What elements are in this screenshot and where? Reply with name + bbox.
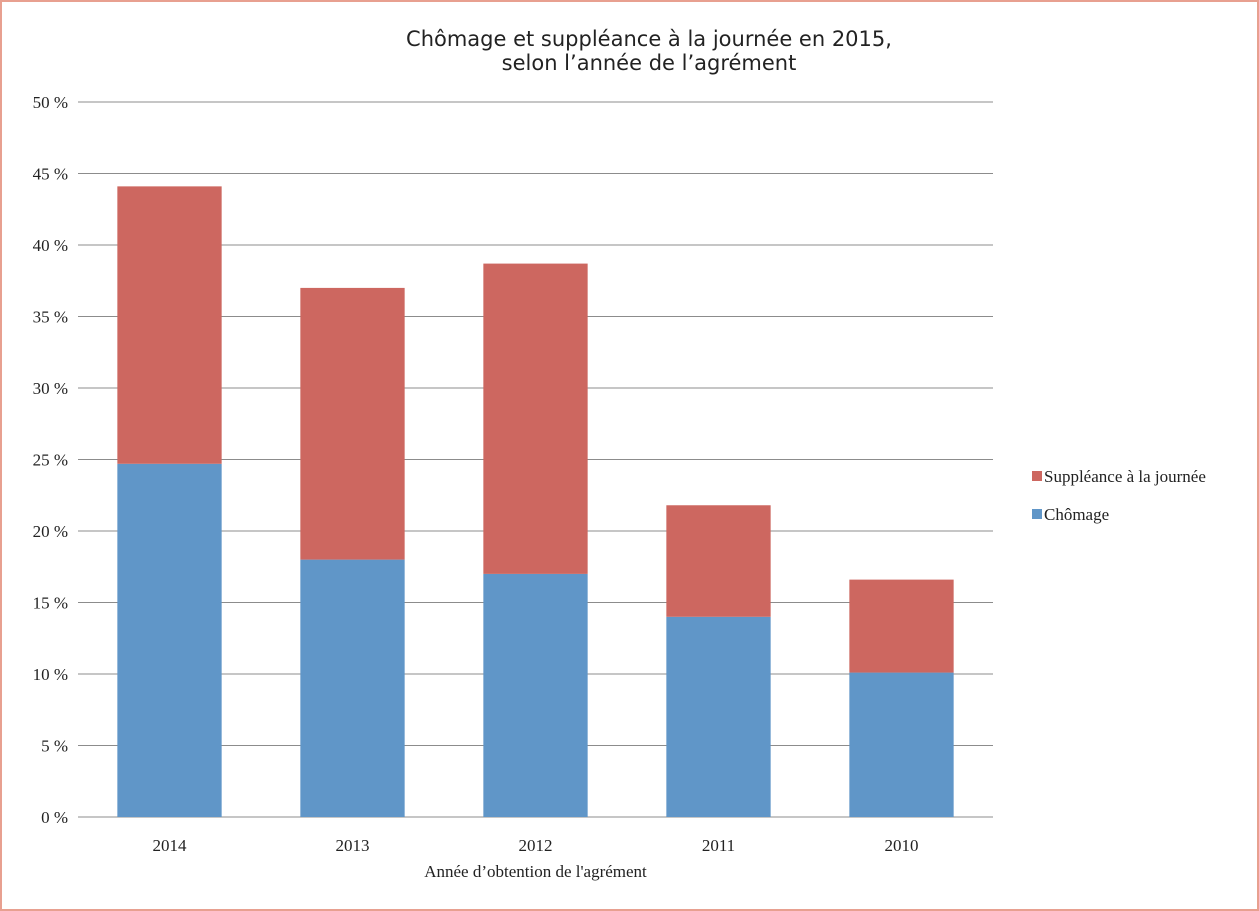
legend: Suppléance à la journée Chômage: [1032, 467, 1206, 524]
bar-2014-chomage: [117, 463, 222, 817]
legend-label: Chômage: [1044, 505, 1109, 524]
bar-2011-chomage: [666, 616, 771, 817]
y-axis-ticks: 0 % 5 % 10 % 15 % 20 % 25 % 30 % 35 % 40 % 45 % 50…: [33, 93, 68, 827]
chart-title-line-1: Chômage et suppléance à la journée en 20…: [406, 27, 892, 51]
x-axis-title: Année d’obtention de l'agrément: [424, 862, 647, 881]
x-axis-ticks: 2014 2013 2012 2011 2010: [153, 836, 919, 855]
x-tick-label: 2011: [702, 836, 735, 855]
bar-2010-suppleance: [849, 579, 954, 673]
y-tick-label: 35 %: [33, 308, 68, 327]
x-tick-label: 2013: [336, 836, 370, 855]
legend-swatch: [1032, 509, 1042, 519]
y-tick-label: 0 %: [41, 808, 68, 827]
bar-2010-chomage: [849, 672, 954, 817]
y-tick-label: 15 %: [33, 594, 68, 613]
y-tick-label: 5 %: [41, 737, 68, 756]
bar-2014-suppleance: [117, 186, 222, 464]
y-tick-label: 45 %: [33, 165, 68, 184]
x-tick-label: 2010: [885, 836, 919, 855]
chart-title: Chômage et suppléance à la journée en 20…: [406, 27, 892, 75]
y-tick-label: 30 %: [33, 379, 68, 398]
legend-label: Suppléance à la journée: [1044, 467, 1206, 486]
bar-2012-chomage: [483, 573, 588, 817]
x-tick-label: 2012: [519, 836, 553, 855]
legend-swatch: [1032, 471, 1042, 481]
bar-2012-suppleance: [483, 263, 588, 574]
y-tick-label: 20 %: [33, 522, 68, 541]
bar-2013-chomage: [300, 559, 405, 817]
y-tick-label: 40 %: [33, 236, 68, 255]
chart-title-line-2: selon l’année de l’agrément: [502, 51, 797, 75]
y-tick-label: 10 %: [33, 665, 68, 684]
bar-2011-suppleance: [666, 505, 771, 617]
x-tick-label: 2014: [153, 836, 188, 855]
y-tick-label: 50 %: [33, 93, 68, 112]
bar-2013-suppleance: [300, 287, 405, 560]
y-tick-label: 25 %: [33, 451, 68, 470]
bars: [117, 186, 954, 817]
